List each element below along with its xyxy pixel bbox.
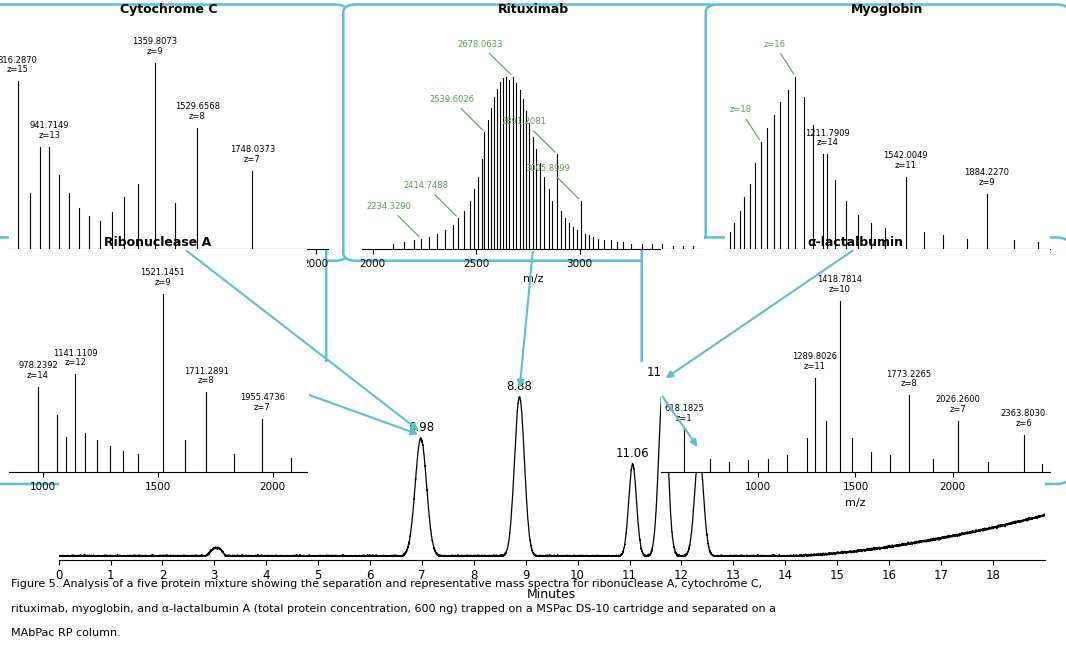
Text: 6.98: 6.98 bbox=[408, 421, 434, 434]
Title: Cytochrome C: Cytochrome C bbox=[119, 3, 217, 16]
Text: 2891.2081: 2891.2081 bbox=[502, 117, 555, 152]
Text: 3005.8999: 3005.8999 bbox=[526, 164, 579, 199]
Text: 1141.1109
z=12: 1141.1109 z=12 bbox=[53, 349, 98, 367]
Text: 2234.3290: 2234.3290 bbox=[366, 202, 419, 237]
Text: rituximab, myoglobin, and α-lactalbumin A (total protein concentration, 600 ng) : rituximab, myoglobin, and α-lactalbumin … bbox=[11, 604, 776, 613]
Text: Figure 5. Analysis of a five protein mixture showing the separation and represen: Figure 5. Analysis of a five protein mix… bbox=[11, 579, 762, 589]
Text: 1748.0373
z=7: 1748.0373 z=7 bbox=[229, 145, 275, 164]
Text: NL: 6.2e8: NL: 6.2e8 bbox=[986, 368, 1039, 378]
Text: 618.1825
z=1: 618.1825 z=1 bbox=[664, 404, 704, 422]
X-axis label: m/z: m/z bbox=[845, 498, 866, 508]
Text: 1211.7909
z=14: 1211.7909 z=14 bbox=[805, 129, 850, 148]
Title: Rituximab: Rituximab bbox=[498, 3, 568, 16]
X-axis label: m/z: m/z bbox=[877, 274, 898, 285]
Text: 978.2392
z=14: 978.2392 z=14 bbox=[18, 361, 58, 380]
Title: Myoglobin: Myoglobin bbox=[852, 3, 923, 16]
Text: 2026.2600
z=7: 2026.2600 z=7 bbox=[935, 395, 981, 414]
Text: 11.65: 11.65 bbox=[646, 366, 680, 378]
Text: z=18: z=18 bbox=[729, 105, 759, 140]
Text: 12.34: 12.34 bbox=[682, 435, 716, 448]
Text: 11.06: 11.06 bbox=[616, 447, 649, 460]
Text: 2414.7488: 2414.7488 bbox=[403, 181, 456, 216]
Text: z=16: z=16 bbox=[763, 39, 794, 74]
Text: 941.7149
z=13: 941.7149 z=13 bbox=[30, 121, 69, 140]
Text: 1521.1451
z=9: 1521.1451 z=9 bbox=[141, 269, 184, 287]
Text: 1542.0049
z=11: 1542.0049 z=11 bbox=[884, 151, 928, 170]
Text: 1529.6568
z=8: 1529.6568 z=8 bbox=[175, 102, 220, 121]
X-axis label: m/z: m/z bbox=[522, 274, 544, 285]
Text: 2678.0633: 2678.0633 bbox=[457, 39, 511, 74]
Text: 1418.7814
z=10: 1418.7814 z=10 bbox=[818, 275, 862, 294]
Text: 1884.2270
z=9: 1884.2270 z=9 bbox=[965, 168, 1010, 187]
Text: 2539.6026: 2539.6026 bbox=[430, 95, 483, 130]
Text: 1359.8073
z=9: 1359.8073 z=9 bbox=[132, 37, 177, 56]
Text: 8.88: 8.88 bbox=[506, 380, 532, 393]
Text: 2363.8030
z=6: 2363.8030 z=6 bbox=[1001, 409, 1046, 428]
Text: 1289.8026
z=11: 1289.8026 z=11 bbox=[792, 353, 837, 371]
Title: α-lactalbumin: α-lactalbumin bbox=[807, 236, 904, 249]
Text: 1773.2265
z=8: 1773.2265 z=8 bbox=[886, 369, 932, 388]
Text: MAbPac RP column.: MAbPac RP column. bbox=[11, 628, 120, 638]
Title: Ribonuclease A: Ribonuclease A bbox=[104, 236, 211, 249]
Text: 1955.4736
z=7: 1955.4736 z=7 bbox=[240, 393, 285, 412]
Text: 1711.2891
z=8: 1711.2891 z=8 bbox=[183, 367, 229, 385]
X-axis label: Minutes: Minutes bbox=[527, 588, 577, 601]
Text: 816.2870
z=15: 816.2870 z=15 bbox=[0, 56, 37, 74]
